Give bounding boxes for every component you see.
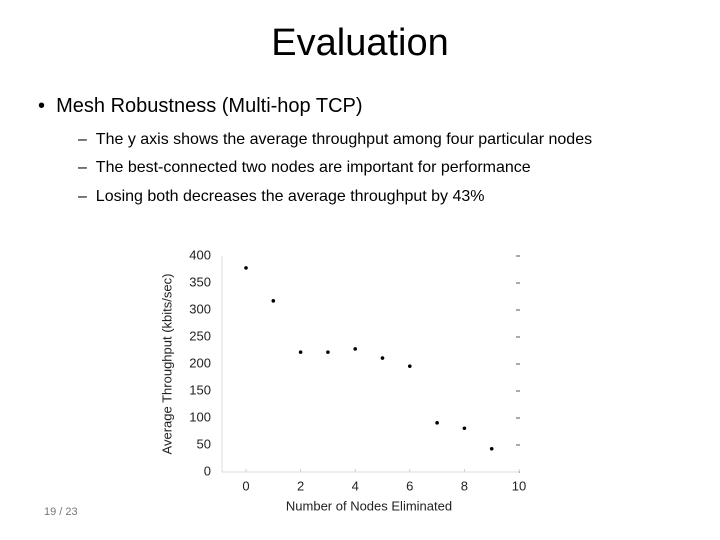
x-tick-label: 6	[406, 478, 413, 493]
y-tick-label: 100	[189, 409, 211, 424]
sub-bullet-text: The best-connected two nodes are importa…	[95, 159, 531, 176]
data-point	[489, 446, 494, 451]
page-number: 19 / 23	[44, 506, 78, 518]
y-axis-label: Average Throughput (kbits/sec)	[159, 274, 174, 455]
y-tick-label: 250	[189, 328, 211, 343]
y-tick-label: 400	[189, 247, 211, 262]
x-tick-label: 4	[352, 478, 359, 493]
y-tick-label: 350	[189, 274, 211, 289]
data-point	[353, 347, 358, 351]
y-tick-label: 150	[189, 382, 211, 397]
data-point	[298, 350, 303, 354]
sub-bullet: – Losing both decreases the average thro…	[78, 188, 485, 205]
bullet-text: Mesh Robustness (Multi-hop TCP)	[56, 95, 363, 117]
sub-bullet: – The y axis shows the average throughpu…	[78, 131, 593, 148]
sub-bullet: – The best-connected two nodes are impor…	[78, 159, 531, 176]
data-point	[244, 266, 248, 270]
x-tick-label: 2	[297, 478, 304, 493]
x-axis-label: Number of Nodes Eliminated	[286, 498, 452, 513]
x-tick-label: 0	[242, 478, 249, 493]
data-point	[408, 364, 412, 368]
y-tick-label: 0	[204, 463, 211, 478]
data-point	[326, 350, 330, 354]
y-tick-label: 300	[189, 301, 211, 316]
data-point	[462, 426, 467, 431]
slide-title: Evaluation	[271, 22, 449, 64]
y-tick-label: 50	[197, 436, 211, 451]
x-tick-label: 8	[461, 478, 468, 493]
sub-bullet-text: The y axis shows the average throughput …	[95, 131, 593, 148]
sub-bullet-text: Losing both decreases the average throug…	[95, 188, 485, 205]
data-point	[380, 356, 385, 360]
x-tick-label: 10	[512, 478, 526, 493]
data-point	[435, 421, 439, 425]
bullet: • Mesh Robustness (Multi-hop TCP)	[38, 95, 363, 117]
data-point	[271, 299, 276, 303]
y-tick-label: 200	[189, 355, 211, 370]
